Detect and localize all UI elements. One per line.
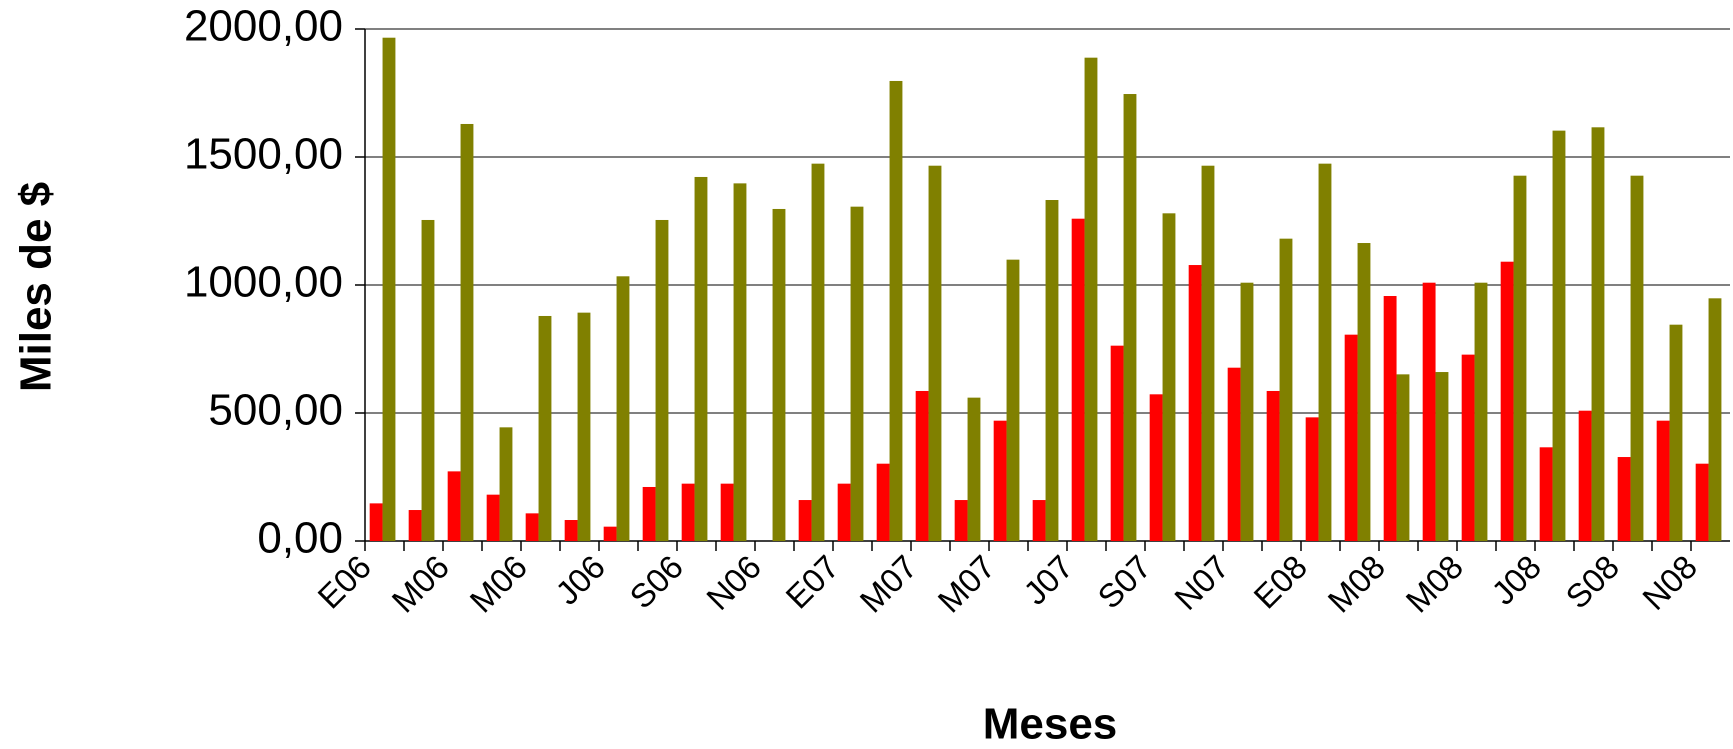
bar xyxy=(1162,213,1176,541)
bar xyxy=(1123,94,1137,542)
bar xyxy=(681,483,695,541)
bar xyxy=(1240,282,1254,541)
bar xyxy=(1357,243,1371,542)
bar xyxy=(1474,282,1488,541)
bar xyxy=(850,206,864,541)
bar xyxy=(1669,324,1683,541)
bar xyxy=(1201,165,1215,542)
bar xyxy=(421,219,435,541)
bar xyxy=(1227,367,1241,541)
bar xyxy=(798,500,812,541)
x-tick-label: E07 xyxy=(778,548,846,616)
bar xyxy=(1149,394,1163,541)
bar xyxy=(993,420,1007,541)
bar xyxy=(954,500,968,541)
x-tick-label: M06 xyxy=(385,548,457,620)
bar xyxy=(889,80,903,541)
bar xyxy=(876,463,890,541)
bar xyxy=(1591,127,1605,541)
x-axis-title: Meses xyxy=(983,700,1118,749)
y-tick-label: 1500,00 xyxy=(184,130,343,179)
x-tick-label: N07 xyxy=(1167,548,1236,617)
bar xyxy=(1279,238,1293,541)
bar xyxy=(1539,447,1553,541)
bar xyxy=(733,183,747,542)
bar xyxy=(1435,372,1449,541)
x-tick-label: S08 xyxy=(1558,548,1626,616)
bar xyxy=(1695,463,1709,541)
bar xyxy=(1071,218,1085,542)
bar xyxy=(1552,130,1566,541)
x-tick-label: J06 xyxy=(548,548,612,612)
y-tick-label: 500,00 xyxy=(208,386,343,435)
bar xyxy=(1630,175,1644,542)
x-tick-label: N08 xyxy=(1635,548,1704,617)
bar xyxy=(1110,345,1124,541)
bar xyxy=(1461,354,1475,541)
y-tick-label: 0,00 xyxy=(257,514,343,563)
x-tick-label: E08 xyxy=(1246,548,1314,616)
x-tick-label: M07 xyxy=(853,548,925,620)
x-tick-label: S07 xyxy=(1090,548,1158,616)
bar xyxy=(616,276,630,541)
bar xyxy=(642,486,656,541)
bar xyxy=(369,503,383,541)
bar xyxy=(772,208,786,541)
bar xyxy=(1305,417,1319,541)
bar xyxy=(1045,200,1059,541)
bar xyxy=(1006,259,1020,541)
bar xyxy=(538,315,552,541)
bar xyxy=(1513,175,1527,542)
bar xyxy=(1396,374,1410,541)
bar xyxy=(603,526,617,541)
bar xyxy=(525,513,539,541)
bar xyxy=(967,397,981,541)
x-tick-label: M07 xyxy=(931,548,1003,620)
bar xyxy=(408,510,422,541)
x-tick-label: J08 xyxy=(1484,548,1548,612)
bar xyxy=(811,163,825,541)
y-axis-title: Miles de $ xyxy=(12,182,61,392)
bar xyxy=(1084,57,1098,542)
x-tick-label: M06 xyxy=(463,548,535,620)
bar xyxy=(928,165,942,542)
bar xyxy=(382,37,396,541)
bar xyxy=(1656,420,1670,541)
bar xyxy=(564,520,578,541)
bar xyxy=(837,483,851,541)
bar xyxy=(447,471,461,541)
bar xyxy=(1422,282,1436,541)
bar xyxy=(915,390,929,541)
y-tick-label: 2000,00 xyxy=(184,2,343,51)
bar xyxy=(1708,298,1722,541)
y-tick-label: 1000,00 xyxy=(184,258,343,307)
x-tick-label: J07 xyxy=(1016,548,1080,612)
bar xyxy=(1266,390,1280,541)
bar xyxy=(577,312,591,541)
bar xyxy=(1188,265,1202,541)
bar xyxy=(1578,410,1592,541)
bar xyxy=(720,483,734,541)
bar xyxy=(1318,163,1332,541)
bar xyxy=(1617,457,1631,541)
bar xyxy=(499,427,513,541)
bar xyxy=(1383,296,1397,541)
bar xyxy=(1032,500,1046,541)
x-tick-label: M08 xyxy=(1399,548,1471,620)
bar xyxy=(694,176,708,541)
bar xyxy=(1344,334,1358,541)
x-tick-label: N06 xyxy=(699,548,768,617)
bar xyxy=(486,494,500,541)
bar xyxy=(460,123,474,541)
bar xyxy=(1500,261,1514,541)
x-tick-label: S06 xyxy=(622,548,690,616)
x-tick-label: M08 xyxy=(1321,548,1393,620)
bar xyxy=(655,219,669,541)
